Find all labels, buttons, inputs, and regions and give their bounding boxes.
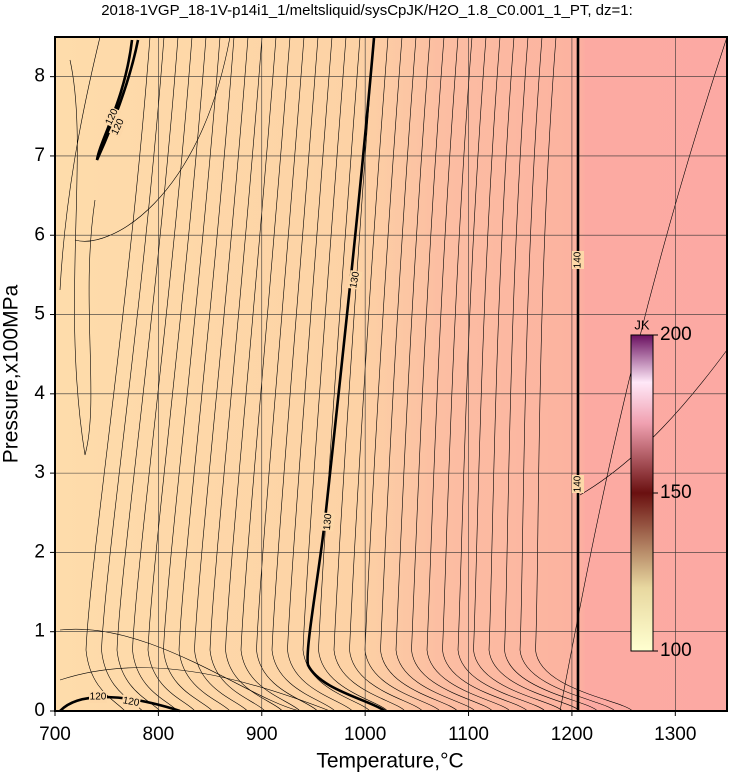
contour-line <box>364 36 441 712</box>
y-tick-label: 6 <box>34 224 45 245</box>
contour-line <box>225 36 283 712</box>
contour-120 <box>59 695 181 713</box>
contour-label-bg <box>102 106 122 128</box>
x-tick-label: 1300 <box>654 724 696 745</box>
contour-line <box>240 36 301 712</box>
y-tick-label: 2 <box>34 541 45 562</box>
y-tick-label: 8 <box>34 66 45 87</box>
y-tick-label: 3 <box>34 462 45 483</box>
contour-line <box>271 36 336 712</box>
contour-line <box>519 36 616 712</box>
colorbar-label: JK <box>634 317 650 332</box>
contour-line <box>473 36 563 712</box>
plot-background <box>55 37 727 711</box>
contour-line <box>194 36 249 712</box>
contour-line <box>59 628 301 712</box>
contour-line <box>488 36 581 712</box>
contour-line <box>380 36 458 712</box>
contour-line <box>411 36 493 712</box>
x-tick-label: 1000 <box>344 724 386 745</box>
contour-label-bg <box>321 512 335 532</box>
contour-line <box>535 36 633 712</box>
contour-label: 140 <box>573 475 584 492</box>
contour-120 <box>95 39 140 161</box>
contour-label: 130 <box>348 270 362 289</box>
contour-line <box>59 36 101 291</box>
x-tick-label: 900 <box>246 724 278 745</box>
y-tick-label: 4 <box>34 383 45 404</box>
contour-label: 120 <box>90 692 107 703</box>
contour-line <box>209 36 266 712</box>
y-tick-label: 7 <box>34 145 45 166</box>
contour-label-bg <box>572 475 584 493</box>
colorbar <box>630 334 654 652</box>
contour-line <box>59 667 331 712</box>
contour-line <box>426 36 511 712</box>
contour-line <box>163 36 221 712</box>
contour-line <box>504 36 598 712</box>
contour-line <box>395 36 476 712</box>
contour-line <box>116 36 179 712</box>
colorbar-tick-label: 200 <box>660 324 692 345</box>
contour-label: 140 <box>573 251 584 268</box>
x-axis-label: Temperature,°C <box>316 750 463 773</box>
contour-line <box>256 36 318 712</box>
contour-line <box>74 36 231 242</box>
chart-title: 2018-1VGP_18-1V-p14i1_1/meltsliquid/sysC… <box>101 2 633 19</box>
contour-line <box>302 36 371 712</box>
plot-frame <box>54 36 728 712</box>
y-tick-label: 1 <box>34 621 45 642</box>
contour-label: 130 <box>322 513 334 531</box>
contour-lines <box>59 36 728 712</box>
contour-label-bg <box>347 270 363 290</box>
contour-label: 120 <box>122 695 141 709</box>
colorbar-tick-label: 150 <box>660 482 692 503</box>
contour-line <box>132 36 193 712</box>
contour-line <box>333 36 406 712</box>
contour-line <box>318 36 388 712</box>
contour-line <box>178 36 235 712</box>
x-tick-label: 1200 <box>551 724 593 745</box>
contour-label-bg <box>121 694 141 710</box>
contour-line <box>442 36 528 712</box>
x-tick-label: 700 <box>39 724 71 745</box>
contour-line <box>349 36 423 712</box>
contour-line <box>101 36 165 712</box>
y-tick-label: 5 <box>34 304 45 325</box>
contour-line <box>287 36 353 712</box>
x-tick-label: 800 <box>143 724 175 745</box>
contour-line <box>85 36 151 712</box>
contour-label-bg <box>572 251 584 269</box>
contour-line <box>457 36 546 712</box>
contour-label-bg <box>89 691 107 703</box>
x-tick-label: 1100 <box>448 724 489 745</box>
colorbar-tick-label: 100 <box>660 640 692 661</box>
contour-line <box>69 59 96 456</box>
y-axis-label: Pressure,x100MPa <box>0 284 23 463</box>
contour-line <box>579 349 728 496</box>
contour-label-bg <box>108 116 128 138</box>
contour-line <box>147 36 207 712</box>
y-tick-label: 0 <box>34 700 45 721</box>
